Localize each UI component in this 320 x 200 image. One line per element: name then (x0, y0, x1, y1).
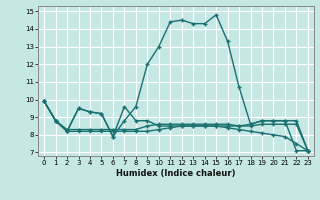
X-axis label: Humidex (Indice chaleur): Humidex (Indice chaleur) (116, 169, 236, 178)
